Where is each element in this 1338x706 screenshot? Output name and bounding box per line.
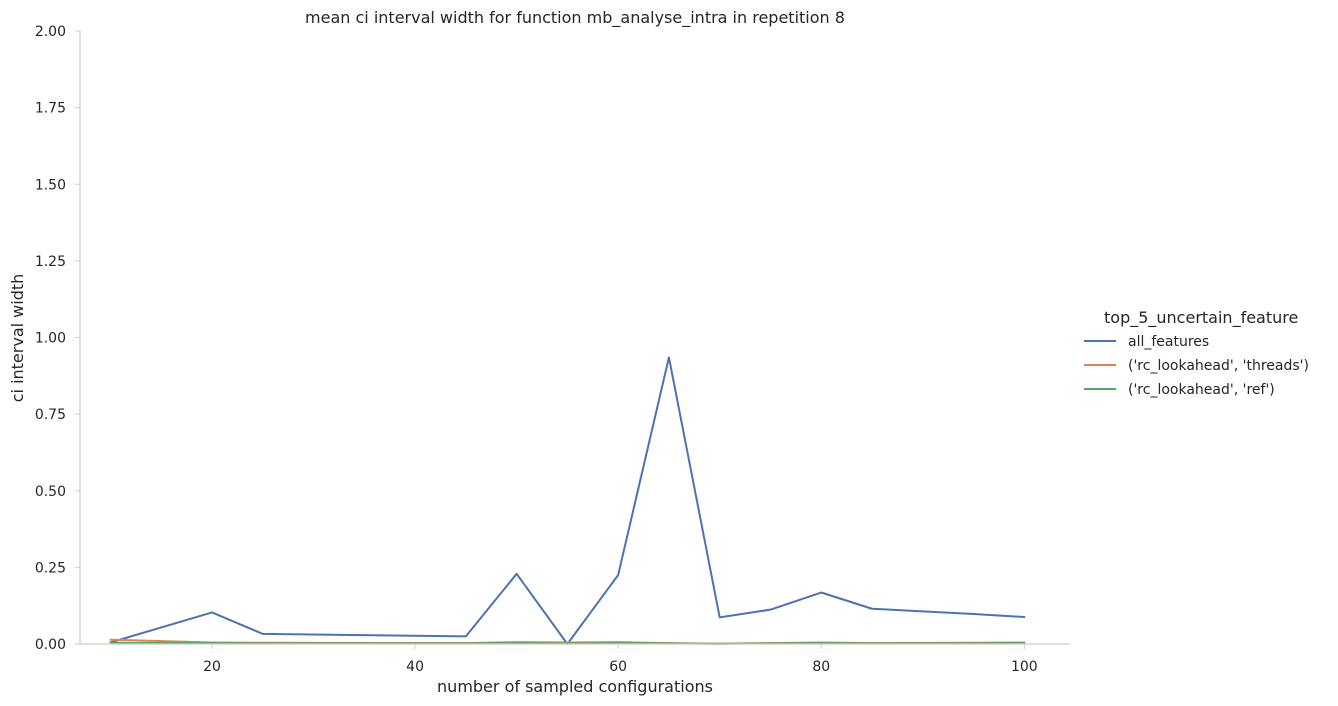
x-tick-label: 80 <box>812 659 830 675</box>
legend-items: all_features ('rc_lookahead', 'threads') (… <box>1084 334 1309 398</box>
y-axis-title: ci interval width <box>8 274 27 403</box>
y-tick-label: 1.25 <box>35 254 66 270</box>
x-axis-title: number of sampled configurations <box>437 677 713 696</box>
legend-title: top_5_uncertain_feature <box>1104 308 1298 328</box>
y-tick-label: 1.75 <box>35 101 66 117</box>
y-tick-label: 0.75 <box>35 407 66 423</box>
y-tick-label: 1.00 <box>35 331 66 347</box>
series-line-0 <box>109 356 1026 645</box>
x-tick-label: 20 <box>203 659 221 675</box>
legend-label-2: ('rc_lookahead', 'ref') <box>1128 382 1275 398</box>
plot-area <box>79 31 1070 645</box>
x-tick-label: 40 <box>406 659 424 675</box>
legend-label-0: all_features <box>1128 334 1209 350</box>
x-tick-label: 100 <box>1011 659 1038 675</box>
y-tick-label: 1.50 <box>35 177 66 193</box>
chart-title: mean ci interval width for function mb_a… <box>305 8 845 28</box>
legend: top_5_uncertain_feature all_features ('rc… <box>1084 308 1309 398</box>
x-tick-label: 60 <box>609 659 627 675</box>
y-axis-ticks: 0.00 0.25 0.50 0.75 1.00 1.25 1.50 1.75 2.00 <box>35 24 80 653</box>
x-axis-ticks: 20 40 60 80 100 <box>203 644 1038 675</box>
series-group <box>109 356 1026 645</box>
y-tick-label: 0.25 <box>35 560 66 576</box>
y-tick-label: 0.50 <box>35 484 66 500</box>
y-tick-label: 0.00 <box>35 637 66 653</box>
y-tick-label: 2.00 <box>35 24 66 40</box>
legend-label-1: ('rc_lookahead', 'threads') <box>1128 358 1309 374</box>
